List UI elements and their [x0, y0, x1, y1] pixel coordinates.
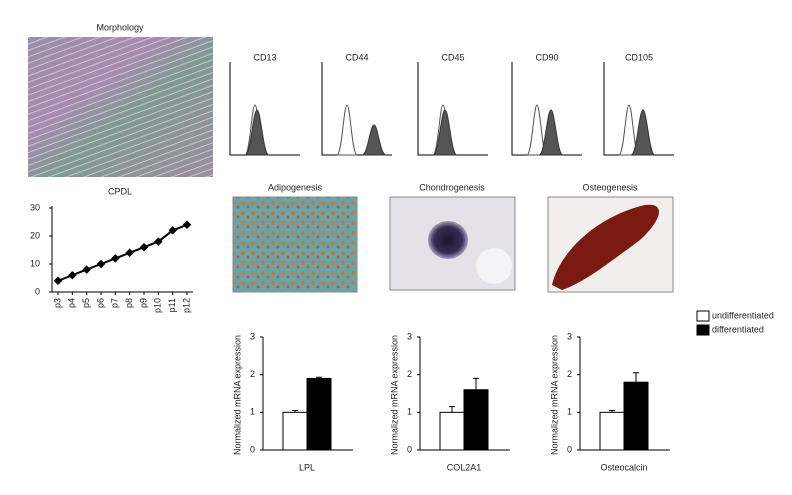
- y-tick-label: 2: [567, 369, 572, 379]
- marker: [168, 226, 177, 235]
- error-bar: [633, 372, 639, 383]
- marker: [96, 259, 106, 269]
- y-tick-label: 0: [35, 286, 40, 296]
- marker-peak: [361, 124, 387, 156]
- y-tick-label: 2: [407, 369, 412, 379]
- panel-title: CD45: [441, 52, 464, 62]
- chart-title: CPDL: [108, 186, 132, 196]
- flow-panels: CD13 CD44 CD45 CD90 CD105: [229, 52, 674, 156]
- panel-title: CD44: [345, 52, 368, 62]
- y-tick-label: 0: [250, 444, 255, 454]
- adipogenesis-image: [232, 196, 358, 293]
- bar: [282, 411, 308, 451]
- x-tick-label: LPL: [299, 462, 315, 472]
- y-tick-label: 1: [250, 407, 255, 417]
- bubble: [476, 248, 512, 284]
- y-tick-label: 30: [30, 202, 40, 212]
- y-axis-label: Normalized mRNA expression: [389, 335, 399, 455]
- y-tick-label: 0: [567, 444, 572, 454]
- histogram-axes: [417, 62, 488, 156]
- marker: [53, 276, 63, 286]
- error-bar: [292, 409, 298, 413]
- marker: [125, 248, 134, 258]
- x-tick-label: COL2A1: [447, 462, 482, 472]
- line: [57, 223, 188, 282]
- x-tick-label: Osteocalcin: [600, 462, 647, 472]
- marker-peak: [538, 109, 564, 156]
- marker: [139, 242, 149, 252]
- panel-title: Adipogenesis: [268, 182, 323, 192]
- y-tick-label: 1: [407, 407, 412, 417]
- marker: [82, 265, 91, 274]
- pellet: [428, 221, 468, 259]
- x-tick-label: p7: [110, 298, 120, 308]
- marker-peak: [432, 109, 458, 156]
- legend-swatch: [696, 324, 710, 336]
- error-bar: [316, 376, 322, 379]
- marker: [182, 220, 192, 230]
- marker: [68, 270, 77, 280]
- y-tick-label: 3: [567, 331, 572, 341]
- x-tick-label: p12: [181, 298, 191, 313]
- panel-title: CD105: [625, 52, 653, 62]
- legend-swatch: [696, 310, 710, 322]
- y-tick-label: 0: [407, 444, 412, 454]
- legend-label: undifferentiated: [712, 310, 774, 320]
- panel-title: Osteogenesis: [582, 182, 638, 192]
- x-tick-label: p3: [52, 298, 62, 308]
- error-bar: [449, 406, 455, 413]
- marker: [111, 254, 120, 263]
- x-tick-label: p8: [124, 298, 134, 308]
- histogram-axes: [321, 62, 392, 156]
- error-bar: [473, 377, 479, 390]
- y-tick-label: 1: [567, 407, 572, 417]
- y-tick-label: 10: [30, 258, 40, 268]
- x-tick-label: p10: [153, 298, 163, 313]
- axes: [51, 206, 193, 293]
- x-tick-label: p11: [167, 298, 177, 312]
- x-tick-label: p4: [67, 298, 77, 308]
- x-tick-label: p5: [81, 298, 91, 308]
- stain: [552, 204, 659, 290]
- legend-label: differentiated: [712, 324, 764, 334]
- x-tick-label: p9: [138, 298, 148, 308]
- panel-title: CD90: [535, 52, 558, 62]
- y-tick-label: 20: [30, 230, 40, 240]
- panel-title: Morphology: [96, 22, 144, 32]
- bar: [306, 377, 332, 451]
- bar: [599, 411, 625, 451]
- marker-peak: [630, 109, 656, 156]
- panel-title: CD13: [253, 52, 276, 62]
- error-bar: [609, 409, 615, 413]
- y-axis-label: Normalized mRNA expression: [232, 335, 242, 455]
- y-tick-label: 3: [250, 331, 255, 341]
- marker-peak: [244, 109, 270, 156]
- y-tick-label: 3: [407, 331, 412, 341]
- bar: [463, 389, 489, 451]
- y-axis-label: Normalized mRNA expression: [549, 335, 559, 455]
- y-tick-label: 2: [250, 369, 255, 379]
- panel-title: Chondrogenesis: [419, 182, 485, 192]
- marker: [154, 237, 163, 246]
- bar: [623, 381, 649, 451]
- morphology-texture: [28, 37, 213, 177]
- x-tick-label: p6: [95, 298, 105, 308]
- isotype-peak: [336, 104, 358, 156]
- bar: [439, 411, 465, 451]
- histogram-axes: [229, 62, 300, 156]
